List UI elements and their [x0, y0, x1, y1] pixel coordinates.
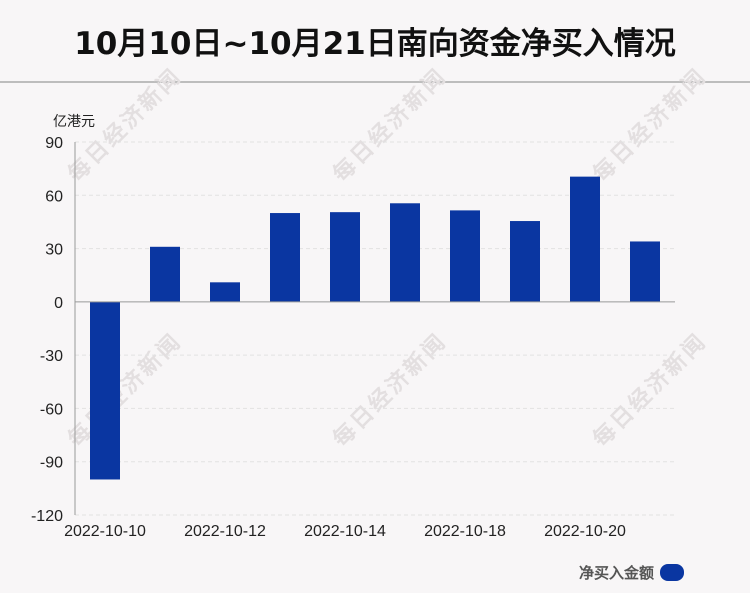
y-tick-label: 90 [45, 135, 63, 152]
watermark-text: 每日经济新闻 [328, 328, 452, 452]
y-tick-label: 60 [45, 188, 63, 205]
legend: 净买入金额 [579, 562, 684, 583]
x-tick-label: 2022-10-12 [184, 523, 266, 540]
legend-label: 净买入金额 [578, 564, 654, 582]
x-axis-ticks: 2022-10-10 2022-10-12 2022-10-14 2022-10-18… [64, 523, 626, 540]
watermark-text: 每日经济新闻 [588, 328, 712, 452]
y-tick-label: -120 [31, 508, 63, 525]
y-tick-label: -90 [40, 455, 63, 472]
bar [270, 213, 300, 302]
watermark-text: 每日经济新闻 [63, 328, 187, 452]
y-axis-unit: 亿港元 [53, 114, 95, 130]
bar [570, 176, 600, 302]
y-tick-label: 0 [54, 295, 63, 312]
chart-title: 10月10日~10月21日南向资金净买入情况 [74, 25, 676, 62]
legend-swatch [660, 564, 684, 581]
bar [330, 212, 360, 302]
title-divider [0, 81, 750, 83]
bar [390, 203, 420, 302]
bar [630, 241, 660, 302]
bars [90, 176, 660, 480]
y-tick-label: -60 [40, 401, 63, 418]
watermark-text: 每日经济新闻 [588, 63, 712, 187]
bar [450, 210, 480, 302]
bar [210, 282, 240, 302]
watermark-text: 每日经济新闻 [328, 63, 452, 187]
y-tick-label: 30 [45, 242, 63, 259]
y-axis-ticks: 90 60 30 0 -30 -60 -90 -120 [31, 135, 63, 525]
bar [150, 246, 180, 302]
y-tick-label: -30 [40, 348, 63, 365]
x-tick-label: 2022-10-18 [424, 523, 506, 540]
bar [90, 301, 120, 480]
x-tick-label: 2022-10-20 [544, 523, 626, 540]
x-tick-label: 2022-10-14 [304, 523, 386, 540]
bar [510, 221, 540, 302]
x-tick-label: 2022-10-10 [64, 523, 146, 540]
